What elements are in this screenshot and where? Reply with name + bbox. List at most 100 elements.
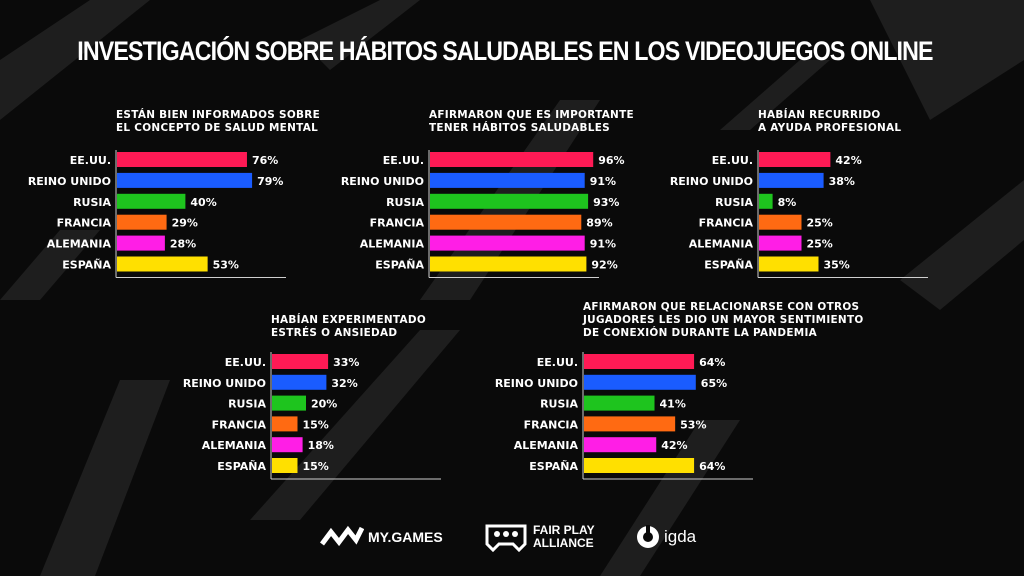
bar xyxy=(117,152,247,167)
bar xyxy=(584,395,655,411)
fair-play-alliance-controller-icon xyxy=(485,524,527,552)
bar xyxy=(759,193,773,209)
category-label: EE.UU. xyxy=(383,154,424,167)
value-label: 76% xyxy=(252,154,278,167)
category-label: ALEMANIA xyxy=(47,238,112,251)
bar xyxy=(117,256,208,272)
value-label: 91% xyxy=(590,238,616,251)
chart-healthy-habits-important: AFIRMARON QUE ES IMPORTANTE TENER HÁBITO… xyxy=(300,108,660,278)
category-label: REINO UNIDO xyxy=(183,377,266,390)
fairplay-logo-line1: FAIR PLAY xyxy=(533,523,595,537)
chart-title-line: ESTÁN BIEN INFORMADOS SOBRE xyxy=(116,108,320,121)
value-label: 28% xyxy=(170,238,196,251)
category-label: ESPAÑA xyxy=(217,460,266,473)
chart-mental-health-informed: ESTÁN BIEN INFORMADOS SOBRE EL CONCEPTO … xyxy=(0,108,330,278)
value-label: 64% xyxy=(699,460,725,473)
value-label: 42% xyxy=(661,439,687,452)
page-title: INVESTIGACIÓN SOBRE HÁBITOS SALUDABLES E… xyxy=(77,36,933,66)
chart-title: AFIRMARON QUE ES IMPORTANTE TENER HÁBITO… xyxy=(429,108,634,134)
my-games-logo-icon xyxy=(320,525,364,547)
category-label: FRANCIA xyxy=(524,418,579,431)
bar xyxy=(430,152,594,167)
value-label: 79% xyxy=(257,175,283,188)
category-label: RUSIA xyxy=(228,398,266,411)
igda-logo-icon xyxy=(637,525,659,548)
value-label: 93% xyxy=(593,196,619,209)
bar xyxy=(759,152,831,167)
value-label: 89% xyxy=(586,217,612,230)
bar xyxy=(272,374,327,390)
category-label: ESPAÑA xyxy=(375,259,424,272)
chart-stress-anxiety: HABÍAN EXPERIMENTADO ESTRÉS O ANSIEDAD E… xyxy=(150,313,450,483)
mygames-logo-text: MY.GAMES xyxy=(368,529,443,545)
value-label: 33% xyxy=(333,356,359,369)
bar-plot: EE.UU. 96% REINO UNIDO 91% RUSIA 93% FRANCIA 89… xyxy=(341,150,625,278)
bar xyxy=(272,416,298,432)
bar xyxy=(430,172,585,188)
chart-title-line: EL CONCEPTO DE SALUD MENTAL xyxy=(116,121,319,134)
category-label: FRANCIA xyxy=(57,217,112,230)
bar xyxy=(759,235,802,251)
bar xyxy=(584,416,676,432)
bar-plot: EE.UU. 33% REINO UNIDO 32% RUSIA 20% FRANCIA 15… xyxy=(183,352,441,480)
bar xyxy=(430,193,589,209)
category-label: ALEMANIA xyxy=(360,238,425,251)
bar xyxy=(584,354,695,369)
footer-logos: MY.GAMES FAIR PLAY ALLIANCE igda xyxy=(0,518,1024,558)
category-label: ESPAÑA xyxy=(529,460,578,473)
chart-professional-help: HABÍAN RECURRIDO A AYUDA PROFESIONAL EE.… xyxy=(640,108,940,278)
mygames-logo: MY.GAMES xyxy=(320,524,443,550)
fairplay-logo-line2: ALLIANCE xyxy=(533,536,594,550)
value-label: 18% xyxy=(308,439,334,452)
chart-title-line: DE CONEXIÓN DURANTE LA PANDEMIA xyxy=(583,326,817,339)
value-label: 65% xyxy=(701,377,727,390)
chart-title: HABÍAN EXPERIMENTADO ESTRÉS O ANSIEDAD xyxy=(271,313,426,339)
chart-title: AFIRMARON QUE RELACIONARSE CON OTROS JUG… xyxy=(583,300,864,339)
bar xyxy=(430,214,582,230)
value-label: 20% xyxy=(311,398,337,411)
category-label: EE.UU. xyxy=(712,154,753,167)
bar xyxy=(272,354,329,369)
bar xyxy=(272,437,303,453)
chart-title-line: ESTRÉS O ANSIEDAD xyxy=(271,326,398,339)
chart-title: ESTÁN BIEN INFORMADOS SOBRE EL CONCEPTO … xyxy=(116,108,320,134)
bar-plot: EE.UU. 42% REINO UNIDO 38% RUSIA 8% FRANCIA 25%… xyxy=(670,150,928,278)
chart-title-line: AFIRMARON QUE RELACIONARSE CON OTROS xyxy=(583,300,860,313)
value-label: 42% xyxy=(835,154,861,167)
value-label: 64% xyxy=(699,356,725,369)
value-label: 53% xyxy=(680,418,706,431)
value-label: 91% xyxy=(590,175,616,188)
bar xyxy=(272,395,306,411)
bar xyxy=(759,256,819,272)
chart-connection-pandemic: AFIRMARON QUE RELACIONARSE CON OTROS JUG… xyxy=(440,300,863,482)
value-label: 25% xyxy=(807,238,833,251)
category-label: ESPAÑA xyxy=(704,259,753,272)
value-label: 35% xyxy=(824,259,850,272)
value-label: 15% xyxy=(303,418,329,431)
bar xyxy=(117,235,165,251)
bar xyxy=(584,437,657,453)
category-label: RUSIA xyxy=(386,196,424,209)
chart-title-line: JUGADORES LES DIO UN MAYOR SENTIMIENTO xyxy=(583,313,864,326)
bar xyxy=(584,374,696,390)
category-label: FRANCIA xyxy=(370,217,425,230)
value-label: 38% xyxy=(829,175,855,188)
fairplay-logo: FAIR PLAY ALLIANCE xyxy=(483,522,595,552)
value-label: 53% xyxy=(213,259,239,272)
category-label: RUSIA xyxy=(73,196,111,209)
category-label: EE.UU. xyxy=(225,356,266,369)
chart-title-line: HABÍAN EXPERIMENTADO xyxy=(271,313,427,326)
bar xyxy=(117,214,167,230)
chart-title-line: HABÍAN RECURRIDO xyxy=(758,108,881,121)
category-label: EE.UU. xyxy=(70,154,111,167)
category-label: REINO UNIDO xyxy=(28,175,111,188)
chart-title-line: TENER HÁBITOS SALUDABLES xyxy=(429,121,610,134)
value-label: 92% xyxy=(591,259,617,272)
chart-title-line: AFIRMARON QUE ES IMPORTANTE xyxy=(429,108,634,121)
bar xyxy=(584,458,695,473)
bar xyxy=(272,458,298,473)
category-label: ESPAÑA xyxy=(62,259,111,272)
bar xyxy=(117,193,186,209)
bar-plot: EE.UU. 64% REINO UNIDO 65% RUSIA 41% FRANCIA 53… xyxy=(495,352,753,480)
